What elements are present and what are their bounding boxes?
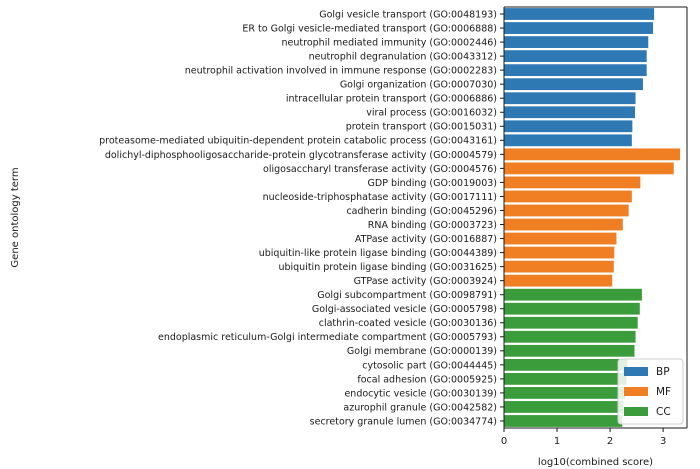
category-label: endoplasmic reticulum-Golgi intermediate… xyxy=(158,332,497,343)
category-label: RNA binding (GO:0003723) xyxy=(368,220,497,231)
bar-23 xyxy=(504,316,638,329)
category-label: protein transport (GO:0015031) xyxy=(346,122,497,133)
category-label: azurophil granule (GO:0042582) xyxy=(343,402,497,413)
bar-6 xyxy=(504,78,643,91)
legend-swatch-cc xyxy=(624,407,648,416)
bar-9 xyxy=(504,120,633,133)
category-label: endocytic vesicle (GO:0030139) xyxy=(344,388,497,399)
category-label: GDP binding (GO:0019003) xyxy=(368,178,497,189)
category-label: dolichyl-diphosphooligosaccharide-protei… xyxy=(105,150,497,161)
category-label: Golgi subcompartment (GO:0098791) xyxy=(317,290,497,301)
category-label: neutrophil activation involved in immune… xyxy=(185,66,497,77)
x-tick-label: 2 xyxy=(607,436,613,447)
bar-12 xyxy=(504,162,674,175)
category-label: viral process (GO:0016032) xyxy=(366,108,497,119)
category-label: GTPase activity (GO:0003924) xyxy=(354,276,497,287)
legend: BP MF CC xyxy=(617,358,684,425)
bar-4 xyxy=(504,50,647,63)
category-label: Golgi membrane (GO:0000139) xyxy=(347,346,497,357)
bar-17 xyxy=(504,232,617,245)
bar-19 xyxy=(504,260,614,273)
category-labels-group: Golgi vesicle transport (GO:0048193) ER t… xyxy=(99,9,504,427)
x-tick-label: 1 xyxy=(554,436,560,447)
bars-group xyxy=(504,8,681,427)
bar-28 xyxy=(504,387,625,399)
category-label: neutrophil degranulation (GO:0043312) xyxy=(309,52,497,63)
category-label: ubiquitin protein ligase binding (GO:003… xyxy=(278,262,497,273)
category-label: secretory granule lumen (GO:0034774) xyxy=(310,416,497,427)
category-label: focal adhesion (GO:0005925) xyxy=(357,374,497,385)
bar-16 xyxy=(504,218,623,231)
category-label: ATPase activity (GO:0016887) xyxy=(355,234,497,245)
bar-22 xyxy=(504,302,640,315)
category-label: proteasome-mediated ubiquitin-dependent … xyxy=(99,136,497,147)
bar-2 xyxy=(504,22,654,34)
bar-13 xyxy=(504,176,641,189)
x-ticks-group: 0 1 2 3 xyxy=(501,428,666,447)
category-label: Golgi organization (GO:0007030) xyxy=(340,80,497,91)
legend-label-mf: MF xyxy=(656,386,671,398)
category-label: clathrin-coated vesicle (GO:0030136) xyxy=(319,318,497,329)
category-label: Golgi vesicle transport (GO:0048193) xyxy=(319,9,497,20)
legend-swatch-mf xyxy=(624,387,648,396)
bar-10 xyxy=(504,134,632,147)
bar-14 xyxy=(504,190,632,203)
bar-5 xyxy=(504,64,647,77)
bar-15 xyxy=(504,204,629,217)
bar-1 xyxy=(504,8,655,20)
category-label: neutrophil mediated immunity (GO:0002446… xyxy=(282,37,497,48)
bar-3 xyxy=(504,36,649,48)
x-tick-label: 0 xyxy=(501,436,507,447)
bar-27 xyxy=(504,372,627,385)
category-label: nucleoside-triphosphatase activity (GO:0… xyxy=(263,192,497,203)
legend-swatch-bp xyxy=(624,367,648,376)
bar-7 xyxy=(504,92,636,105)
bar-18 xyxy=(504,246,615,259)
bar-11 xyxy=(504,148,681,161)
axes-group xyxy=(503,6,688,429)
bar-24 xyxy=(504,330,636,343)
bar-25 xyxy=(504,344,635,357)
y-axis-label: Gene ontology term xyxy=(10,167,21,267)
category-label: ubiquitin-like protein ligase binding (G… xyxy=(259,248,497,259)
bar-26 xyxy=(504,358,628,371)
x-tick-label: 3 xyxy=(660,436,666,447)
legend-label-bp: BP xyxy=(656,366,670,378)
bar-20 xyxy=(504,274,613,287)
category-label: ER to Golgi vesicle-mediated transport (… xyxy=(242,23,497,34)
legend-label-cc: CC xyxy=(656,406,671,418)
bar-21 xyxy=(504,288,642,301)
category-label: cadherin binding (GO:0045296) xyxy=(346,206,497,217)
category-label: intracellular protein transport (GO:0006… xyxy=(286,94,497,105)
category-label: oligosaccharyl transferase activity (GO:… xyxy=(263,164,497,175)
bar-8 xyxy=(504,106,636,119)
bar-30 xyxy=(504,415,623,427)
x-axis-label: log10(combined score) xyxy=(538,457,653,468)
category-label: Golgi-associated vesicle (GO:0005798) xyxy=(312,304,497,315)
category-label: cytosolic part (GO:0044445) xyxy=(362,360,497,371)
bar-29 xyxy=(504,401,624,413)
